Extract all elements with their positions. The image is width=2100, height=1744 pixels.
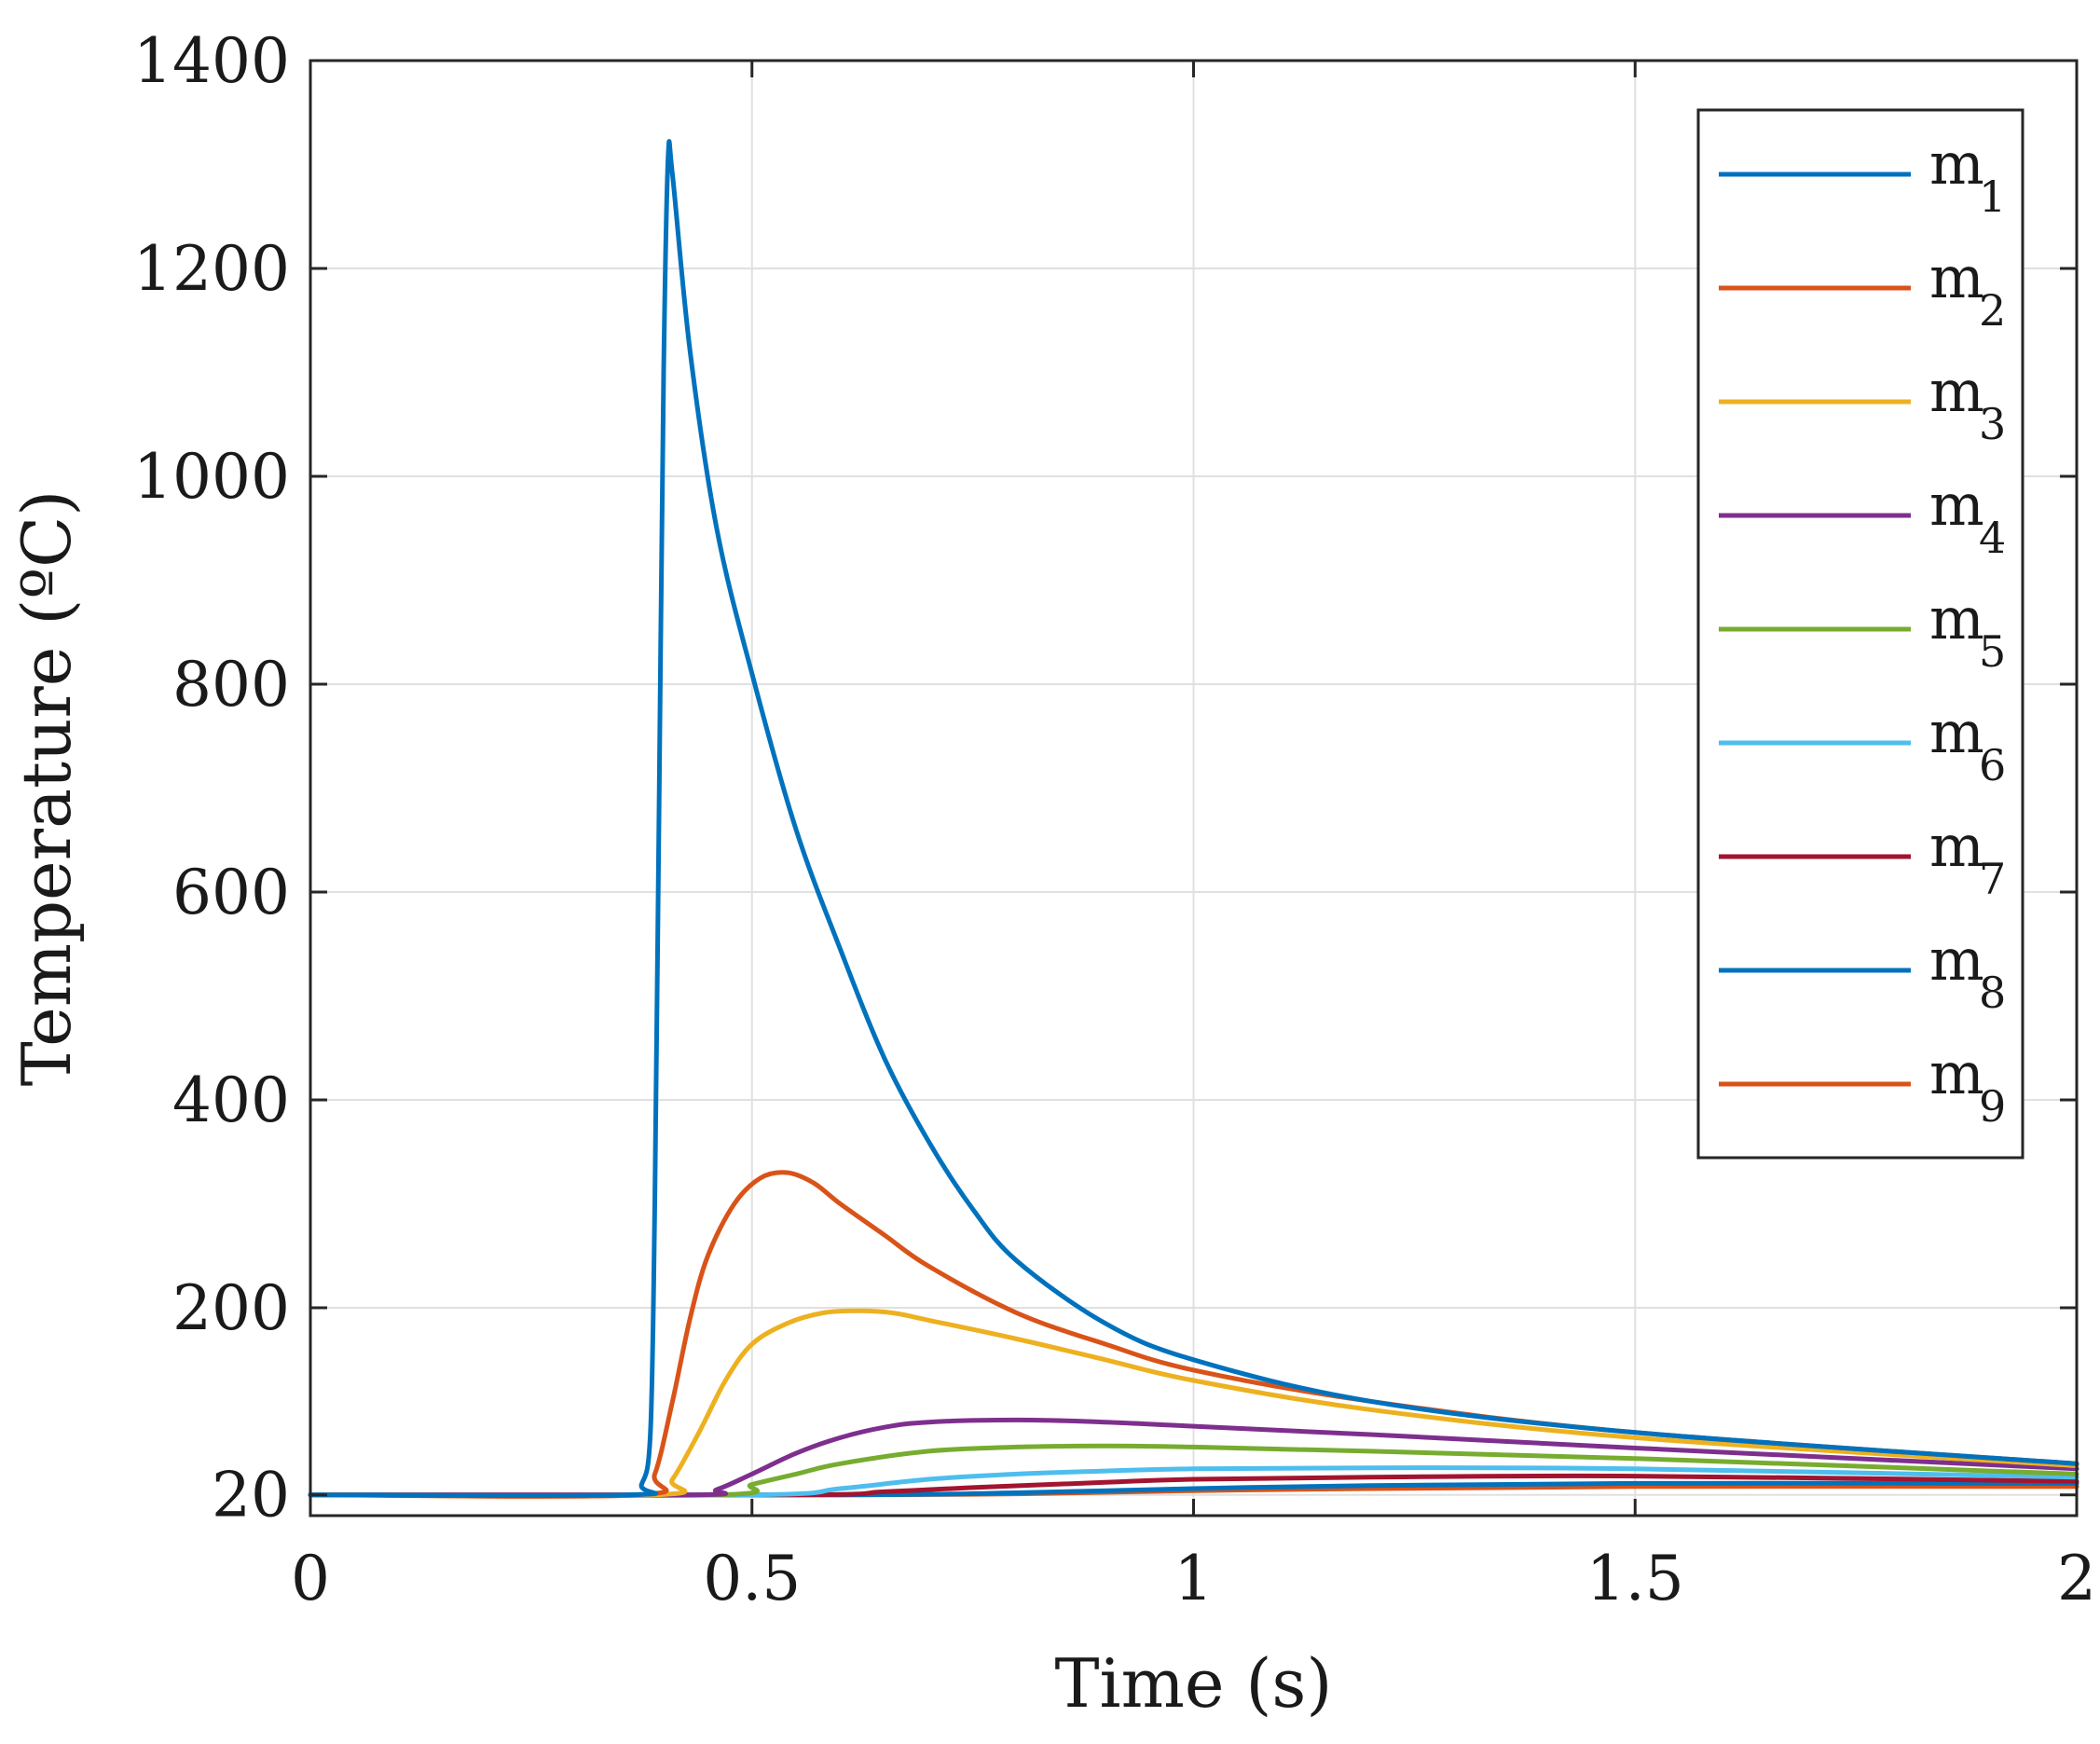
legend-label-m5: m — [1929, 584, 1984, 652]
y-tick-label: 20 — [212, 1460, 290, 1531]
y-tick-label: 1400 — [133, 25, 290, 97]
y-tick-label: 400 — [172, 1064, 290, 1136]
legend-sub-m7: 7 — [1979, 854, 2006, 904]
series-line-m5 — [308, 1443, 2079, 1499]
legend-label-m3: m — [1929, 357, 1984, 425]
x-axis-label: Time (s) — [1055, 1644, 1333, 1723]
legend-box — [1696, 108, 2025, 1160]
x-tick-label: 1 — [1174, 1543, 1214, 1614]
legend-sub-m1: 1 — [1979, 172, 2006, 222]
legend-label-m4: m — [1929, 471, 1984, 539]
legend-sub-m4: 4 — [1979, 513, 2006, 563]
series-line-m3 — [308, 1308, 2079, 1499]
y-tick-label: 600 — [172, 857, 290, 928]
series-line-m4 — [308, 1417, 2079, 1498]
x-tick-label: 1.5 — [1586, 1543, 1684, 1614]
axis-ticks: 0 0.5 1 1.5 2 20 200 400 600 800 1000 1200 1400 — [133, 25, 2096, 1614]
series-lines — [308, 139, 2079, 1499]
x-tick-label: 0.5 — [703, 1543, 801, 1614]
y-tick-label: 1000 — [133, 441, 290, 513]
legend-label-m7: m — [1929, 812, 1984, 880]
y-tick-label: 800 — [172, 649, 290, 721]
legend-sub-m6: 6 — [1979, 740, 2006, 790]
legend-label-m8: m — [1929, 926, 1984, 994]
y-axis-label: Temperature (ºC) — [7, 490, 86, 1087]
legend-label-m6: m — [1929, 698, 1984, 766]
legend-sub-m8: 8 — [1979, 968, 2006, 1018]
legend-sub-m5: 5 — [1979, 626, 2006, 677]
x-tick-label: 2 — [2057, 1543, 2096, 1614]
legend-label-m1: m — [1929, 130, 1984, 198]
legend-label-m9: m — [1929, 1039, 1984, 1107]
x-tick-label: 0 — [291, 1543, 330, 1614]
legend-sub-m9: 9 — [1979, 1081, 2006, 1132]
legend-label-m2: m — [1929, 243, 1984, 311]
series-line-m1 — [308, 139, 2079, 1499]
y-tick-label: 200 — [172, 1272, 290, 1344]
legend-sub-m3: 3 — [1979, 399, 2006, 449]
y-tick-label: 1200 — [133, 233, 290, 305]
legend-sub-m2: 2 — [1979, 285, 2006, 336]
